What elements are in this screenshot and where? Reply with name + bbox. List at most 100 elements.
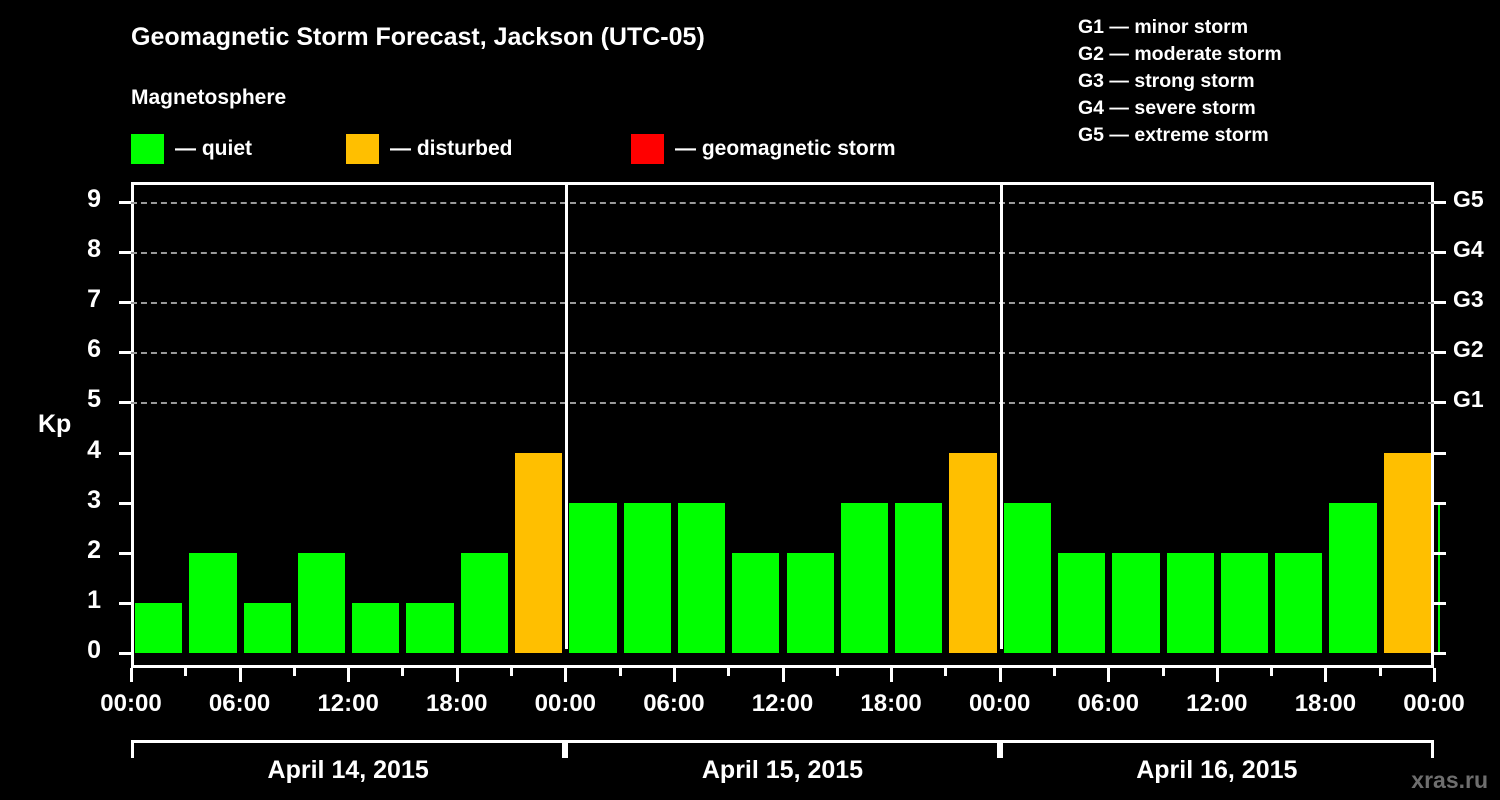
day-label: April 15, 2015 [701,756,864,784]
gridline-kp-7 [131,302,1434,305]
y-tick-8 [119,251,131,255]
x-tick-10 [672,668,676,682]
gridline-kp-6 [131,352,1434,355]
legend-item-quiet: — quiet [131,134,252,164]
bar [949,452,997,653]
y-tick-3 [119,501,131,505]
day-bracket [565,740,1000,758]
bar [515,452,563,653]
x-tick-21 [1270,668,1274,676]
bar [1112,552,1160,653]
g-axis-label-g4: G4 [1453,236,1484,263]
x-tick-11 [727,668,731,676]
x-tick-9 [618,668,622,676]
x-axis-label: 06:00 [643,690,705,717]
y-axis-title: Kp [38,410,72,438]
legend-swatch-quiet [131,134,164,164]
x-tick-5 [401,668,405,676]
x-axis-label: 06:00 [208,690,271,717]
bar [1329,502,1377,653]
y-axis-label-7: 7 [87,285,101,314]
day-separator [999,182,1003,649]
y-tick-right-6 [1434,351,1446,355]
y-tick-2 [119,551,131,555]
legend-swatch-geomagnetic-storm [631,134,664,164]
legend-swatch-disturbed [346,134,379,164]
x-tick-17 [1052,668,1056,676]
bar [135,602,183,653]
g-axis-label-g2: G2 [1453,336,1484,363]
x-tick-24 [1433,668,1436,682]
bar [1275,552,1323,653]
y-tick-right-3 [1434,501,1446,505]
x-axis-label: 12:00 [317,690,379,717]
g-axis-label-g1: G1 [1453,386,1484,413]
x-axis-label: 18:00 [1294,690,1357,717]
x-axis-label: 00:00 [100,690,162,717]
y-tick-5 [119,401,131,405]
bar [569,502,617,653]
legend-label-disturbed: — disturbed [390,137,513,160]
bar [1003,502,1051,653]
bar [623,502,671,653]
x-tick-22 [1324,668,1328,682]
x-tick-4 [347,668,351,682]
bar [1383,452,1431,653]
legend-item-disturbed: — disturbed [346,134,513,164]
bar [840,502,889,653]
x-axis-label: 12:00 [751,690,814,717]
x-tick-16 [998,668,1002,682]
y-axis-label-8: 8 [87,235,101,264]
g-scale-row-g4: G4 — severe storm [1078,97,1256,119]
g-scale-row-g3: G3 — strong storm [1078,70,1255,92]
y-axis-label-2: 2 [87,535,101,564]
y-tick-right-5 [1434,401,1446,405]
g-axis-label-g5: G5 [1453,186,1484,212]
day-bracket [999,740,1434,758]
y-tick-right-2 [1434,551,1446,555]
y-tick-9 [119,201,131,204]
x-tick-18 [1107,668,1111,682]
x-tick-12 [781,668,785,682]
y-tick-right-4 [1434,451,1446,455]
gridline-kp-8 [131,252,1434,255]
y-tick-0 [119,652,131,655]
x-tick-2 [238,668,242,682]
x-axis-label: 06:00 [1077,690,1139,717]
x-tick-7 [510,668,514,676]
bar [677,502,726,653]
y-tick-4 [119,451,131,455]
bar [1220,552,1269,653]
x-axis-label: 00:00 [1403,690,1465,717]
gridline-kp-9 [131,202,1434,204]
x-tick-3 [292,668,296,676]
x-axis-label: 18:00 [426,690,488,717]
y-tick-7 [119,301,131,305]
x-tick-20 [1215,668,1219,682]
x-tick-0 [130,668,133,682]
x-tick-14 [890,668,894,682]
plot-area [131,182,1440,665]
bar [1057,552,1106,653]
y-tick-right-9 [1434,201,1446,204]
bar [786,552,834,653]
y-tick-6 [119,351,131,355]
x-axis-label: 00:00 [534,690,597,717]
watermark: xras.ru [1411,767,1488,793]
y-tick-1 [119,601,131,605]
y-tick-right-7 [1434,301,1446,305]
y-axis-label-9: 9 [87,185,101,213]
x-tick-23 [1378,668,1382,676]
y-axis-label-5: 5 [87,385,101,414]
y-tick-right-0 [1434,652,1446,655]
day-label: April 16, 2015 [1136,756,1298,784]
gridline-kp-5 [131,402,1434,405]
y-axis-label-0: 0 [87,636,101,664]
bar [1438,502,1440,653]
y-axis-label-1: 1 [87,585,101,614]
x-tick-6 [455,668,459,682]
bar [352,602,400,653]
x-tick-1 [184,668,188,676]
x-tick-8 [564,668,568,682]
bar [732,552,780,653]
